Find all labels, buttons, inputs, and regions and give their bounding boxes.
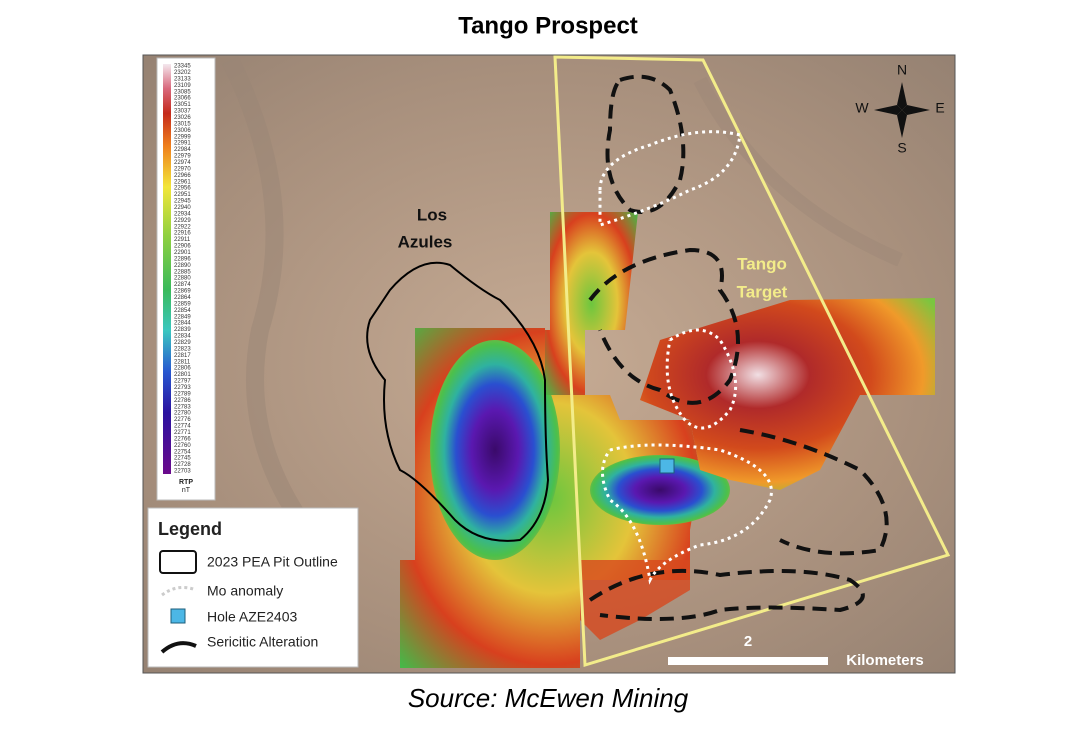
scale-tick-label: 22849: [174, 314, 191, 320]
scale-tick-label: 22911: [174, 237, 191, 243]
scale-tick-label: 23006: [174, 128, 191, 134]
scale-tick-label: 22956: [174, 186, 191, 192]
scale-tick-label: 22896: [174, 256, 191, 262]
legend-item: Sericitic Alteration: [207, 634, 318, 650]
scale-tick-label: 23037: [174, 109, 191, 115]
title: Tango Prospect: [458, 12, 638, 39]
scale-tick-label: 23015: [174, 121, 191, 127]
map-label: Target: [737, 282, 788, 301]
scale-tick-label: 22703: [174, 469, 191, 475]
scale-tick-label: 22859: [174, 301, 191, 307]
scale-tick-label: 22929: [174, 218, 191, 224]
scale-tick-label: 22771: [174, 430, 191, 436]
scale-tick-label: 23066: [174, 96, 191, 102]
compass-label: N: [897, 62, 907, 78]
scale-tick-label: 22880: [174, 276, 191, 282]
compass: N W E S: [855, 62, 944, 156]
scale-tick-label: 22806: [174, 366, 191, 372]
scale-tick-label: 22789: [174, 391, 191, 397]
scale-title: RTP: [179, 479, 193, 486]
scale-tick-label: 22916: [174, 231, 191, 237]
scale-tick-label: 22728: [174, 462, 191, 468]
scale-tick-label: 22974: [174, 160, 191, 166]
map: Los Azules Tango Target N W E S 2 Kilome…: [142, 54, 956, 674]
legend-item: Hole AZE2403: [207, 609, 297, 625]
scale-tick-label: 22829: [174, 340, 191, 346]
compass-label: S: [897, 140, 906, 156]
scale-tick-label: 22797: [174, 379, 191, 385]
legend: Legend 2023 PEA Pit Outline Mo anomaly H…: [147, 507, 359, 668]
scale-unit: Kilometers: [846, 652, 924, 669]
scale-tick-label: 22801: [174, 372, 191, 378]
scale-value: 2: [744, 633, 752, 650]
scale-tick-label: 23345: [174, 64, 191, 70]
map-label: Los: [417, 205, 447, 224]
scale-tick-label: 22890: [174, 263, 191, 269]
compass-label: E: [935, 100, 944, 116]
legend-item: Mo anomaly: [207, 583, 283, 599]
scale-tick-label: 22966: [174, 173, 191, 179]
scale-tick-label: 23026: [174, 115, 191, 121]
color-scale: RTP nT 233452320223133231092308523066230…: [156, 57, 216, 501]
scale-tick-label: 22951: [174, 192, 191, 198]
scale-tick-label: 22970: [174, 166, 191, 172]
hole-marker: [659, 458, 675, 474]
scale-tick-label: 22844: [174, 321, 191, 327]
scale-tick-label: 22780: [174, 411, 191, 417]
scale-tick-label: 22999: [174, 134, 191, 140]
scale-tick-label: 22934: [174, 211, 191, 217]
scale-tick-label: 22776: [174, 417, 191, 423]
scale-tick-label: 23051: [174, 102, 191, 108]
scale-unit: nT: [182, 487, 191, 494]
scale-tick-label: 22811: [174, 359, 191, 365]
scale-tick-label: 22774: [174, 424, 191, 430]
scale-tick-label: 22961: [174, 179, 191, 185]
scale-tick-label: 22745: [174, 456, 191, 462]
legend-title: Legend: [158, 519, 222, 539]
scale-tick-label: 23085: [174, 89, 191, 95]
scale-tick-label: 22984: [174, 147, 191, 153]
scale-tick-label: 22783: [174, 404, 191, 410]
scale-tick-label: 22834: [174, 334, 191, 340]
scale-tick-label: 22766: [174, 436, 191, 442]
map-label: Azules: [398, 232, 453, 251]
scale-tick-label: 22793: [174, 385, 191, 391]
compass-label: W: [855, 100, 869, 116]
scale-bar: [668, 657, 828, 665]
scale-tick-label: 22945: [174, 199, 191, 205]
scale-tick-label: 23133: [174, 76, 191, 82]
scale-tick-label: 22979: [174, 154, 191, 160]
scale-tick-label: 22754: [174, 449, 191, 455]
scale-tick-label: 22839: [174, 327, 191, 333]
scale-tick-label: 22940: [174, 205, 191, 211]
scale-tick-label: 22864: [174, 295, 191, 301]
scale-tick-label: 22922: [174, 224, 191, 230]
legend-item: 2023 PEA Pit Outline: [207, 554, 338, 570]
scale-tick-label: 22991: [174, 141, 191, 147]
map-label: Tango: [737, 254, 787, 273]
scale-tick-label: 22901: [174, 250, 191, 256]
scale-tick-label: 22823: [174, 346, 191, 352]
source: Source: McEwen Mining: [408, 683, 689, 713]
scale-tick-label: 22854: [174, 308, 191, 314]
scale-tick-label: 22760: [174, 443, 191, 449]
scale-tick-label: 22906: [174, 244, 191, 250]
scale-tick-label: 23109: [174, 83, 191, 89]
scale-tick-label: 22869: [174, 289, 191, 295]
scale-tick-label: 22885: [174, 269, 191, 275]
scale-tick-label: 23202: [174, 70, 191, 76]
scale-tick-label: 22874: [174, 282, 191, 288]
scale-tick-label: 22817: [174, 353, 191, 359]
scale-tick-label: 22786: [174, 398, 191, 404]
